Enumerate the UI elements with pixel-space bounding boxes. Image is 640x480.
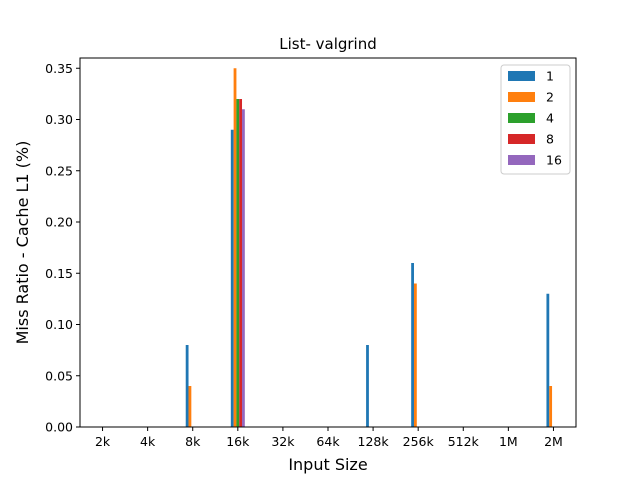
y-tick-label-7: 0.35: [45, 61, 73, 76]
x-tick-label-2M: 2M: [544, 434, 563, 449]
x-tick-label-32k: 32k: [271, 434, 295, 449]
x-tick-label-16k: 16k: [226, 434, 250, 449]
legend-swatch-4: [508, 113, 535, 123]
bar-series-4-16k: [236, 99, 240, 427]
x-tick-label-256k: 256k: [403, 434, 435, 449]
x-tick-label-4k: 4k: [140, 434, 156, 449]
x-tick-label-64k: 64k: [316, 434, 340, 449]
bar-series-1-8k: [185, 345, 189, 427]
bar-series-2-2M: [549, 386, 553, 427]
x-tick-label-512k: 512k: [448, 434, 480, 449]
bar-series-2-16k: [233, 68, 237, 427]
y-tick-label-0: 0.00: [45, 420, 73, 435]
legend-swatch-16: [508, 155, 535, 165]
bar-series-8-16k: [239, 99, 243, 427]
x-tick-label-1M: 1M: [499, 434, 518, 449]
y-axis-title: Miss Ratio - Cache L1 (%): [13, 141, 32, 345]
legend-swatch-1: [508, 71, 535, 81]
legend-swatch-8: [508, 134, 535, 144]
y-tick-label-3: 0.15: [45, 266, 73, 281]
legend-label-4: 4: [546, 111, 554, 126]
y-tick-label-1: 0.05: [45, 368, 73, 383]
bar-series-2-8k: [188, 386, 192, 427]
bar-series-2-256k: [413, 283, 417, 427]
x-tick-label-128k: 128k: [358, 434, 390, 449]
chart-title: List- valgrind: [279, 35, 377, 53]
bar-series-16-16k: [242, 109, 245, 427]
legend: 1 2 4 8 16: [500, 64, 571, 175]
legend-label-8: 8: [546, 132, 554, 147]
legend-swatch-2: [508, 92, 535, 102]
bars-group: [185, 68, 553, 427]
legend-label-1: 1: [546, 69, 554, 84]
x-axis-title: Input Size: [288, 455, 367, 474]
bar-series-1-256k: [411, 263, 414, 427]
y-tick-label-4: 0.20: [45, 215, 73, 230]
y-axis: 0.00 0.05 0.10 0.15 0.20 0.25 0.30 0.35: [45, 61, 80, 435]
x-axis: 2k 4k 8k 16k 32k 64k 128k 256k 512k 1M 2M: [95, 427, 563, 449]
y-tick-label-5: 0.25: [45, 163, 73, 178]
legend-label-2: 2: [546, 90, 554, 105]
y-tick-label-2: 0.10: [45, 317, 73, 332]
x-tick-label-8k: 8k: [185, 434, 201, 449]
bar-series-1-128k: [366, 345, 369, 427]
bar-series-1-2M: [546, 293, 550, 427]
bar-series-1-16k: [230, 129, 234, 427]
legend-label-16: 16: [546, 153, 562, 168]
y-tick-label-6: 0.30: [45, 112, 73, 127]
x-tick-label-2k: 2k: [95, 434, 111, 449]
